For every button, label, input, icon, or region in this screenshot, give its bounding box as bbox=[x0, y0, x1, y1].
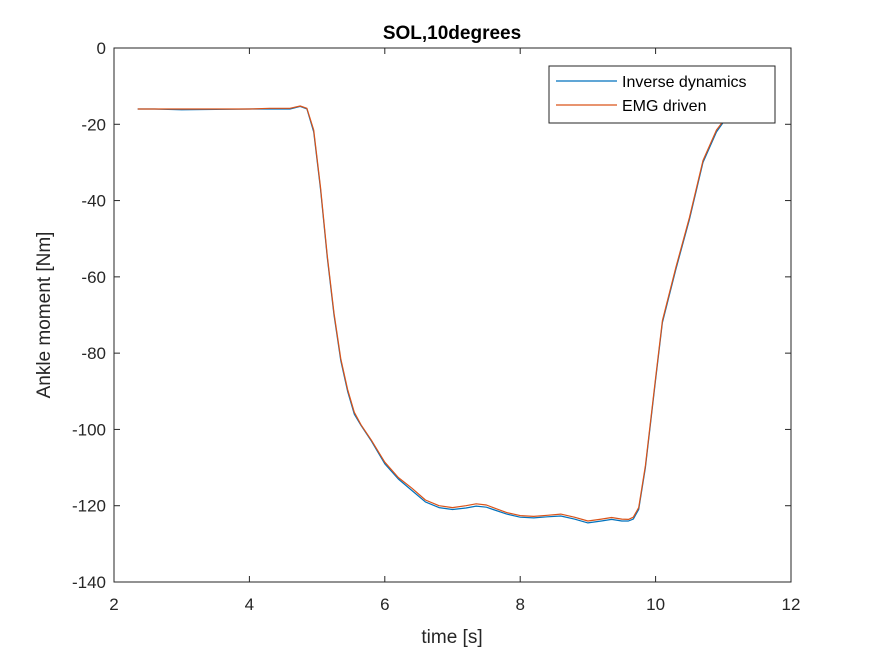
y-tick-label: -120 bbox=[72, 497, 106, 516]
legend-label-emg-driven: EMG driven bbox=[622, 98, 706, 115]
x-tick-label: 12 bbox=[782, 595, 801, 614]
legend: Inverse dynamics EMG driven bbox=[548, 65, 776, 124]
series-line-emg-driven bbox=[137, 105, 731, 522]
legend-label-inverse-dynamics: Inverse dynamics bbox=[622, 74, 747, 91]
y-tick-label: -140 bbox=[72, 573, 106, 592]
y-tick-label: -100 bbox=[72, 420, 106, 439]
y-tick-label: -40 bbox=[81, 192, 106, 211]
chart-title: SOL,10degrees bbox=[383, 23, 521, 44]
x-tick-label: 6 bbox=[380, 595, 389, 614]
axis-ticks: 2 4 6 8 10 12 0 -20 -40 -60 -80 -100 -120 -140 bbox=[72, 39, 800, 614]
x-tick-label: 2 bbox=[109, 595, 118, 614]
y-axis-label: Ankle moment [Nm] bbox=[34, 232, 55, 399]
y-tick-label: -60 bbox=[81, 268, 106, 287]
y-tick-label: -20 bbox=[81, 115, 106, 134]
x-tick-label: 8 bbox=[515, 595, 524, 614]
y-tick-label: -80 bbox=[81, 344, 106, 363]
y-tick-label: 0 bbox=[97, 39, 106, 58]
x-tick-label: 4 bbox=[245, 595, 254, 614]
x-tick-label: 10 bbox=[646, 595, 665, 614]
plot-area bbox=[113, 47, 792, 583]
legend-box bbox=[548, 65, 776, 124]
x-axis-label: time [s] bbox=[421, 627, 482, 648]
series-group bbox=[137, 105, 731, 524]
